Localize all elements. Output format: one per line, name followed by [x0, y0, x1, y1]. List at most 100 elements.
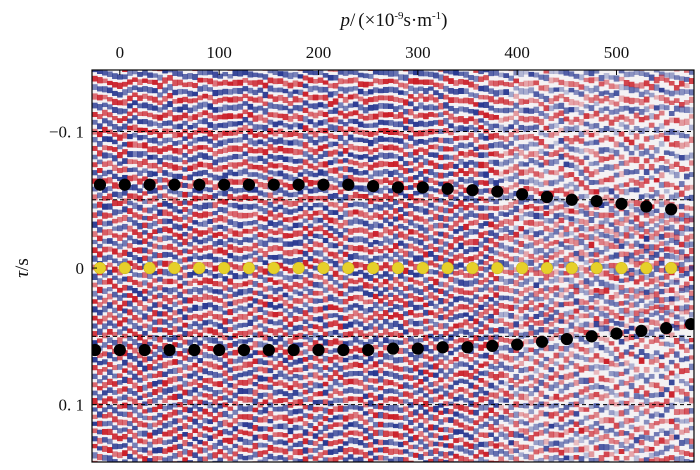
- wavefield-stripe: [583, 94, 590, 101]
- wavefield-stripe: [588, 365, 595, 372]
- wavefield-stripe: [508, 356, 514, 363]
- wavefield-stripe: [237, 464, 243, 469]
- wavefield-stripe: [327, 356, 334, 364]
- wavefield-stripe: [107, 278, 113, 285]
- wavefield-stripe: [277, 353, 284, 358]
- wavefield-stripe: [332, 167, 339, 174]
- wavefield-stripe: [282, 182, 289, 188]
- wavefield-stripe: [372, 370, 379, 377]
- wavefield-stripe: [142, 215, 148, 221]
- wavefield-stripe: [518, 149, 525, 156]
- wavefield-stripe: [182, 423, 188, 430]
- wavefield-stripe: [127, 429, 133, 434]
- wavefield-stripe: [132, 141, 138, 148]
- wavefield-stripe: [578, 346, 585, 352]
- wavefield-stripe: [478, 118, 484, 123]
- wavefield-stripe: [157, 327, 163, 333]
- wavefield-stripe: [132, 272, 138, 277]
- wavefield-stripe: [357, 177, 364, 183]
- wavefield-stripe: [217, 396, 224, 401]
- wavefield-stripe: [563, 364, 570, 370]
- wavefield-stripe: [558, 408, 565, 414]
- wavefield-stripe: [297, 197, 304, 203]
- wavefield-stripe: [152, 252, 158, 259]
- wavefield-stripe: [448, 368, 454, 374]
- wavefield-stripe: [112, 182, 118, 189]
- wavefield-stripe: [107, 145, 113, 151]
- wavefield-stripe: [453, 181, 459, 188]
- wavefield-stripe: [367, 164, 374, 171]
- wavefield-stripe: [538, 221, 545, 226]
- wavefield-stripe: [172, 62, 178, 68]
- wavefield-stripe: [242, 133, 249, 140]
- wavefield-stripe: [553, 402, 560, 408]
- wavefield-stripe: [257, 105, 264, 111]
- wavefield-stripe: [212, 184, 219, 190]
- wavefield-stripe: [297, 298, 304, 304]
- wavefield-stripe: [202, 153, 208, 160]
- wavefield-stripe: [553, 422, 560, 428]
- wavefield-stripe: [423, 376, 429, 382]
- wavefield-stripe: [413, 255, 419, 262]
- wavefield-stripe: [387, 439, 394, 446]
- wavefield-stripe: [594, 464, 600, 470]
- wavefield-stripe: [242, 330, 249, 338]
- wavefield-stripe: [573, 342, 580, 349]
- wavefield-stripe: [433, 372, 439, 378]
- wavefield-stripe: [202, 456, 208, 462]
- wavefield-stripe: [403, 108, 409, 115]
- wavefield-stripe: [573, 308, 580, 314]
- wavefield-stripe: [152, 310, 158, 317]
- wavefield-stripe: [147, 407, 153, 413]
- wavefield-stripe: [558, 153, 565, 160]
- wavefield-stripe: [262, 208, 269, 215]
- wavefield-stripe: [217, 165, 224, 172]
- wavefield-stripe: [292, 230, 299, 237]
- wavefield-stripe: [463, 388, 469, 394]
- wavefield-stripe: [398, 172, 404, 178]
- wavefield-stripe: [448, 155, 454, 160]
- wavefield-stripe: [563, 116, 570, 122]
- wavefield-stripe: [132, 202, 138, 210]
- wavefield-stripe: [172, 99, 178, 104]
- wavefield-stripe: [152, 373, 158, 378]
- wavefield-stripe: [387, 238, 394, 245]
- wavefield-stripe: [107, 112, 113, 118]
- wavefield-stripe: [212, 363, 219, 370]
- wavefield-stripe: [398, 248, 404, 254]
- wavefield-stripe: [377, 421, 384, 428]
- wavefield-stripe: [543, 84, 550, 92]
- wavefield-stripe: [593, 85, 600, 92]
- wavefield-stripe: [92, 93, 98, 100]
- wavefield-stripe: [242, 288, 249, 295]
- wavefield-stripe: [142, 415, 148, 421]
- wavefield-stripe: [423, 88, 429, 95]
- wavefield-stripe: [347, 296, 354, 301]
- wavefield-stripe: [443, 110, 449, 116]
- wavefield-stripe: [573, 81, 580, 88]
- wavefield-stripe: [92, 299, 98, 304]
- wavefield-stripe: [227, 422, 234, 428]
- wavefield-stripe: [142, 176, 148, 182]
- wavefield-stripe: [277, 370, 284, 377]
- wavefield-stripe: [207, 302, 213, 308]
- wavefield-stripe: [102, 187, 108, 193]
- wavefield-stripe: [122, 450, 128, 457]
- wavefield-stripe: [317, 399, 324, 404]
- wavefield-stripe: [97, 251, 103, 258]
- wavefield-stripe: [458, 191, 464, 197]
- wavefield-stripe: [92, 282, 98, 288]
- wavefield-stripe: [543, 401, 550, 407]
- wavefield-stripe: [528, 286, 535, 291]
- wavefield-stripe: [498, 431, 504, 437]
- wavefield-stripe: [357, 285, 364, 292]
- wavefield-stripe: [97, 463, 103, 468]
- wavefield-stripe: [413, 175, 419, 180]
- wavefield-stripe: [212, 167, 219, 172]
- wavefield-stripe: [322, 256, 329, 262]
- wavefield-stripe: [262, 367, 269, 374]
- wavefield-stripe: [357, 262, 364, 268]
- wavefield-stripe: [277, 360, 284, 367]
- wavefield-stripe: [483, 334, 489, 340]
- wavefield-stripe: [347, 355, 354, 361]
